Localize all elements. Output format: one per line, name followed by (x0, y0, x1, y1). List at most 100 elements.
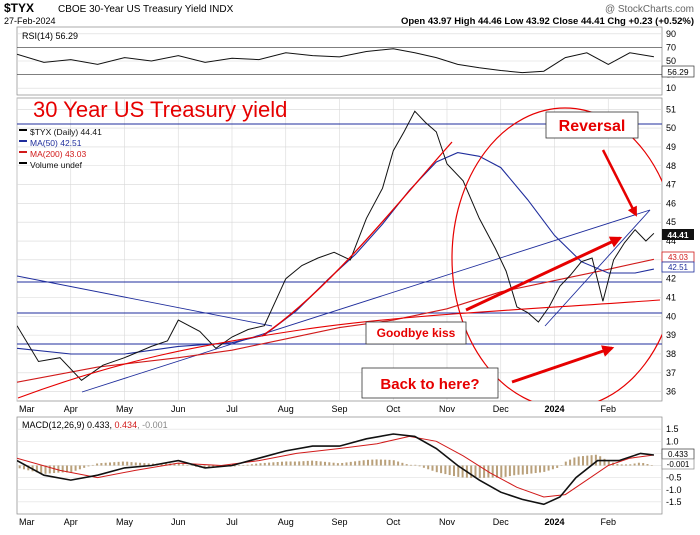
macd-histogram-bar (448, 465, 451, 476)
goodbye-kiss-arrow (465, 236, 623, 312)
price-tick-label: 38 (666, 349, 676, 359)
macd-histogram-bar (186, 465, 189, 466)
macd-histogram-bar (311, 460, 314, 466)
price-month-label: Sep (331, 404, 347, 414)
macd-histogram-bar (190, 465, 193, 466)
legend-swatch (19, 129, 27, 131)
rsi-label: RSI(14) 56.29 (22, 31, 78, 41)
price-tick-label: 46 (666, 198, 676, 208)
macd-histogram-bar (83, 465, 86, 468)
macd-histogram-bar (207, 465, 210, 469)
macd-histogram-bar (263, 462, 266, 466)
macd-label-main: MACD(12,26,9) 0.433, (22, 420, 115, 430)
macd-histogram-bar (495, 465, 498, 478)
rsi-line (17, 48, 654, 74)
macd-histogram-bar (164, 463, 167, 466)
macd-histogram-bar (126, 461, 129, 466)
macd-histogram-bar (624, 464, 627, 466)
macd-histogram-bar (319, 461, 322, 466)
macd-histogram-bar (461, 465, 464, 478)
price-month-label: Dec (493, 404, 510, 414)
macd-histogram-bar (375, 459, 378, 466)
macd-month-label: Feb (600, 517, 616, 527)
macd-histogram-bar (371, 459, 374, 466)
price-tick-label: 50 (666, 123, 676, 133)
macd-histogram-bar (65, 465, 68, 473)
macd-histogram-bar (603, 458, 606, 466)
macd-histogram-bar (272, 462, 275, 466)
rsi-value-badge-text: 56.29 (667, 67, 689, 77)
macd-histogram-bar (289, 461, 292, 466)
price-tick-label: 51 (666, 104, 676, 114)
macd-histogram-bar (594, 454, 597, 466)
rsi-tick-label: 90 (666, 29, 676, 39)
macd-tick-label: -1.0 (666, 485, 682, 495)
macd-histogram-bar (435, 465, 438, 473)
macd-histogram-bar (358, 460, 361, 466)
macd-histogram-bar (147, 463, 150, 466)
macd-grid (17, 428, 662, 503)
macd-histogram-bar (650, 465, 653, 466)
macd-histogram-bar (452, 465, 455, 477)
price-month-label: Aug (278, 404, 294, 414)
macd-histogram-bar (607, 461, 610, 466)
macd-histogram-bar (40, 465, 43, 474)
legend-entry: MA(200) 43.03 (30, 149, 86, 159)
macd-month-label: Mar (19, 517, 35, 527)
macd-histogram-bar (354, 461, 357, 466)
macd-histogram-bar (298, 461, 301, 466)
macd-histogram-bar (22, 465, 25, 470)
macd-histogram-bar (134, 462, 137, 466)
macd-histogram-bar (414, 464, 417, 466)
macd-histogram-bar (551, 465, 554, 470)
macd-histogram-bar (268, 462, 271, 466)
macd-histogram-bar (78, 465, 81, 470)
macd-histogram-bar (276, 462, 279, 466)
highlight-ellipse (451, 107, 662, 401)
macd-histogram-bar (543, 465, 546, 472)
macd-histogram-bar (538, 465, 541, 473)
price-month-label: May (116, 404, 134, 414)
macd-histogram-bar (569, 459, 572, 466)
macd-histogram-bar (457, 465, 460, 477)
macd-histogram-bar (478, 465, 481, 479)
legend-entry: MA(50) 42.51 (30, 138, 82, 148)
macd-histogram-bar (139, 462, 142, 466)
chart-title-annotation: 30 Year US Treasury yield (33, 97, 287, 122)
macd-month-label: Aug (278, 517, 294, 527)
macd-histogram-bar (483, 465, 486, 478)
macd-histogram-bar (637, 462, 640, 466)
price-tick-label: 36 (666, 387, 676, 397)
macd-month-label: Sep (331, 517, 347, 527)
price-month-label: Oct (386, 404, 401, 414)
macd-value-badge-text: 0.433 (668, 450, 689, 459)
macd-histogram-bar (366, 459, 369, 466)
macd-tick-label: 1.5 (666, 424, 679, 434)
macd-histogram-bar (474, 465, 477, 479)
legend-swatch (19, 162, 27, 164)
long-uptrend-line (81, 209, 651, 393)
legend-swatch (19, 151, 27, 153)
macd-histogram-bar (440, 465, 443, 474)
macd-histogram-bar (280, 461, 283, 466)
macd-label: MACD(12,26,9) 0.433, 0.434, -0.001 (22, 420, 168, 430)
price-tick-label: 49 (666, 142, 676, 152)
macd-histogram-bar (108, 462, 111, 466)
macd-month-label: May (116, 517, 134, 527)
macd-histogram-bar (53, 465, 56, 474)
legend-entry: Volume undef (30, 160, 83, 170)
macd-histogram-bar (397, 461, 400, 466)
macd-month-label: Apr (64, 517, 78, 527)
macd-histogram-bar (590, 455, 593, 466)
macd-histogram-bar (259, 463, 262, 466)
macd-histogram-bar (633, 463, 636, 466)
ma50-badge-text: 42.51 (668, 263, 689, 272)
price-month-label: Feb (600, 404, 616, 414)
macd-histogram-bar (577, 456, 580, 466)
price-month-label: 2024 (544, 404, 564, 414)
date-label: 27-Feb-2024 (4, 16, 56, 26)
macd-histogram-bar (57, 465, 60, 473)
macd-hist-badge-text: -0.001 (667, 460, 690, 469)
macd-histogram-bar (517, 465, 520, 475)
price-month-label: Mar (19, 404, 35, 414)
